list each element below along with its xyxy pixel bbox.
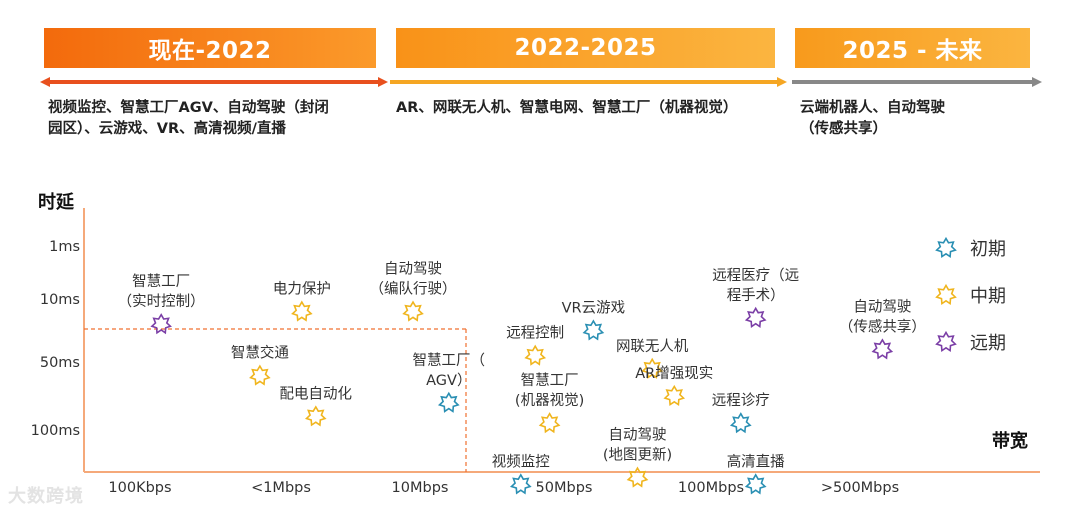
timeline-arrow-mid2 [777,77,787,87]
point-label: 程手术） [727,287,785,304]
point-label: 网联无人机 [616,338,689,355]
x-tick-label: 10Mbps [392,480,449,496]
star-marker [582,319,605,341]
star-marker [509,473,532,495]
point-label: 自动驾驶 [609,427,667,444]
y-tick-label: 100ms [31,423,80,439]
y-tick-label: 10ms [40,292,80,308]
phase-box-3: 2025 - 未来 [795,28,1030,68]
point-label: （传感共享） [839,318,926,335]
point-label: 自动驾驶 [853,298,911,315]
point-label: AGV） [426,372,471,389]
legend-star-icon [935,330,957,353]
star-marker [437,391,460,413]
point-label: （编队行驶） [370,281,457,298]
point-label: AR增强现实 [635,365,713,382]
star-marker [538,412,561,434]
star-marker [304,405,327,427]
legend-label: 中期 [970,286,1006,307]
point-label: （实时控制） [118,293,205,310]
phase-desc-line: 云端机器人、自动驾驶 [800,100,945,116]
point-label: (机器视觉) [515,392,584,409]
star-marker [402,300,424,322]
point-label: 远程控制 [506,325,564,342]
x-axis-title: 带宽 [992,430,1028,452]
phase-desc-line: AR、网联无人机、智慧电网、智慧工厂（机器视觉） [396,100,738,116]
star-marker [150,313,172,335]
x-tick-label: <1Mbps [251,480,311,496]
star-marker [524,344,547,366]
phase-box-1: 现在-2022 [44,28,376,68]
timeline-arrow-mid1 [378,77,388,87]
y-tick-label: 50ms [40,355,80,371]
star-marker [249,364,271,386]
phase-desc-3: 云端机器人、自动驾驶 （传感共享） [800,98,945,140]
point-label: 智慧工厂 [521,372,579,389]
x-tick-label: 100Kbps [108,480,171,496]
star-marker [291,300,313,322]
point-label: 高清直播 [727,453,785,470]
timeline-arrow-right [1032,77,1042,87]
star-marker [871,338,894,360]
point-label: 智慧交通 [231,344,289,362]
star-marker [729,412,752,434]
phase-desc-line: 园区）、云游戏、VR、高清视频/直播 [48,121,286,137]
point-label: (地图更新) [603,447,672,464]
legend-label: 初期 [970,239,1006,260]
phase-desc-line: 视频监控、智慧工厂AGV、自动驾驶（封闭 [48,100,329,116]
watermark-text: 大数跨境 [8,486,84,507]
timeline-arrow-left [40,77,50,87]
star-marker [626,466,649,488]
point-label: 智慧工厂（ [413,352,486,369]
watermark-logo: 大数跨境 [8,482,84,508]
legend-label: 远期 [970,333,1006,354]
point-label: 自动驾驶 [384,261,442,278]
y-tick-label: 1ms [49,239,80,255]
phase-desc-2: AR、网联无人机、智慧电网、智慧工厂（机器视觉） [396,98,737,119]
point-label: 电力保护 [273,281,331,298]
x-tick-label: >500Mbps [821,480,899,496]
phase-box-2: 2022-2025 [396,28,775,68]
x-tick-label: 50Mbps [536,480,593,496]
y-axis-title: 时延 [38,192,75,213]
point-label: 远程诊疗 [712,392,770,409]
point-label: 视频监控 [492,453,550,470]
phase-desc-1: 视频监控、智慧工厂AGV、自动驾驶（封闭 园区）、云游戏、VR、高清视频/直播 [48,98,329,140]
phase-desc-line: （传感共享） [800,121,887,137]
star-marker [663,384,686,407]
legend-star-icon [935,283,957,306]
point-label: 配电自动化 [280,385,353,402]
x-tick-label: 100Mbps [678,480,744,496]
point-label: 远程医疗（远 [712,267,799,284]
star-marker [744,306,767,328]
legend-star-icon [935,236,957,259]
star-marker [641,357,664,379]
point-label: 智慧工厂 [132,273,190,290]
star-marker [744,473,767,495]
point-label: VR云游戏 [562,300,626,317]
